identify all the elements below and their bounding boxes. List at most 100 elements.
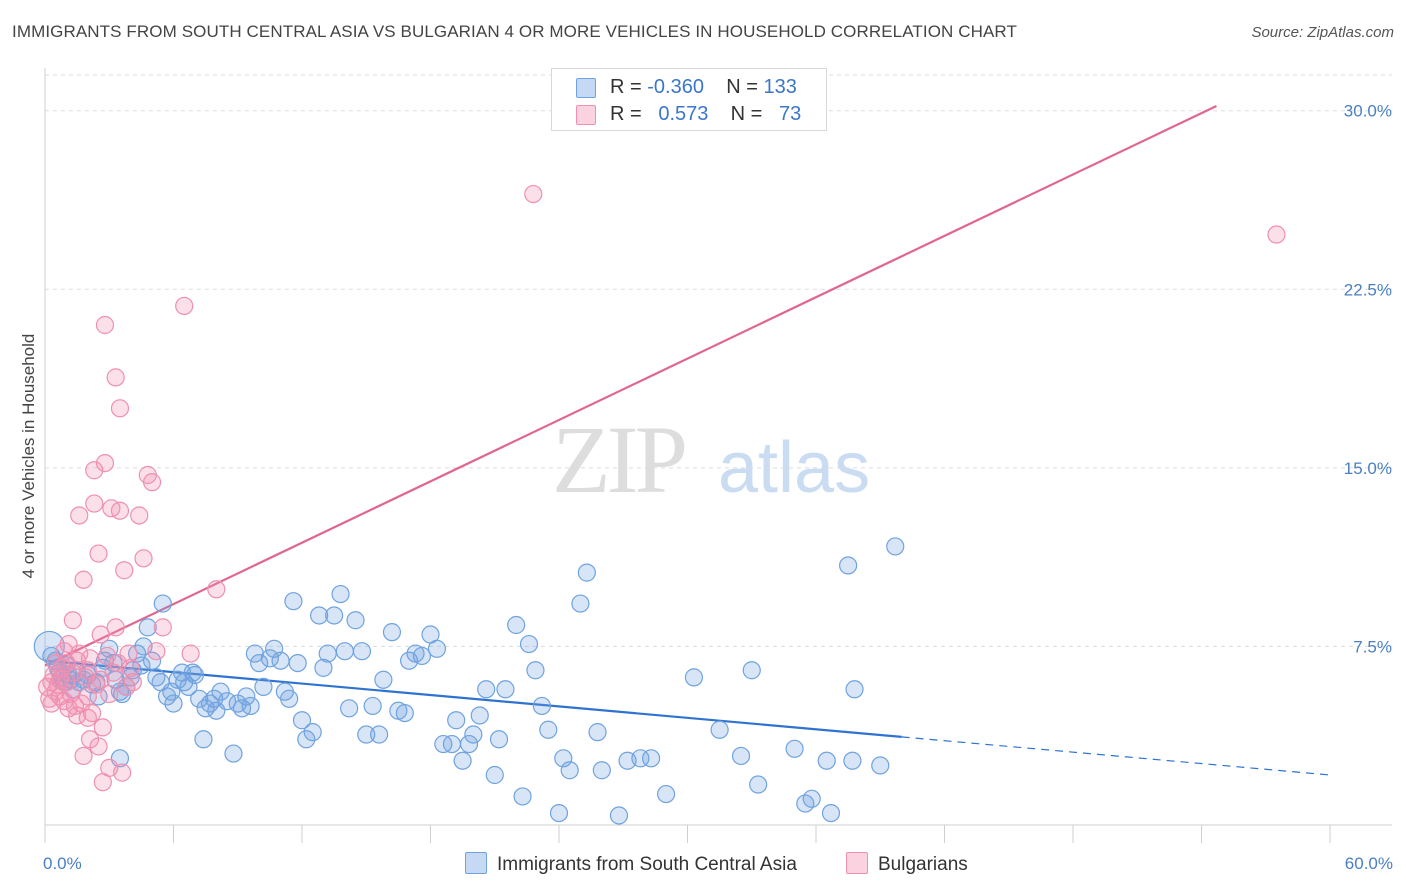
point-south-central-asia [288, 653, 307, 673]
point-bulgarians [100, 684, 119, 704]
point-south-central-asia [526, 661, 545, 680]
point-south-central-asia [340, 699, 359, 718]
point-south-central-asia [211, 682, 230, 701]
legend-swatch-pink [576, 105, 596, 125]
point-bulgarians [91, 625, 110, 644]
point-south-central-asia [843, 751, 862, 770]
y-tick-label: 7.5% [1353, 637, 1392, 656]
point-bulgarians [106, 618, 125, 637]
trend-lines [44, 104, 1331, 776]
point-south-central-asia [370, 725, 389, 744]
point-bulgarians [123, 673, 142, 692]
data-points [33, 184, 1286, 825]
x-tick-label: 60.0% [1345, 854, 1393, 873]
point-south-central-asia [164, 694, 183, 713]
point-south-central-asia [549, 803, 569, 823]
legend-r-label: R = [610, 76, 642, 98]
point-bulgarians [147, 642, 166, 661]
legend-n-label: N = [730, 103, 763, 125]
point-bulgarians [76, 668, 95, 687]
point-south-central-asia [138, 618, 157, 637]
point-south-central-asia [802, 789, 821, 808]
legend-n-label: N = [726, 76, 758, 98]
point-bulgarians [142, 473, 162, 492]
point-bulgarians [85, 461, 104, 480]
point-south-central-asia [710, 720, 729, 739]
point-south-central-asia [237, 687, 256, 706]
point-south-central-asia [464, 725, 483, 744]
point-bulgarians [112, 763, 132, 782]
point-south-central-asia [271, 651, 290, 670]
y-axis-label: 4 or more Vehicles in Household [19, 334, 38, 579]
point-bulgarians [95, 315, 115, 335]
point-south-central-asia [250, 653, 269, 673]
bottom-legend-label: Immigrants from South Central Asia [497, 854, 797, 875]
point-south-central-asia [382, 623, 402, 642]
bottom-legend-swatch-pink [846, 852, 868, 874]
point-bulgarians [153, 618, 172, 637]
point-south-central-asia [871, 756, 890, 775]
point-bulgarians [98, 646, 117, 666]
point-south-central-asia [817, 751, 836, 770]
point-bulgarians [181, 644, 200, 663]
point-bulgarians [63, 611, 82, 630]
point-bulgarians [106, 368, 125, 387]
point-south-central-asia [785, 739, 804, 758]
point-bulgarians [121, 658, 140, 677]
trend-line-south-central-asia [44, 659, 902, 739]
point-south-central-asia [641, 749, 661, 768]
point-south-central-asia [470, 706, 489, 725]
point-bulgarians [78, 661, 97, 680]
y-tick-label: 15.0% [1344, 459, 1392, 478]
point-south-central-asia [297, 730, 316, 749]
point-south-central-asia [731, 746, 751, 766]
point-south-central-asia [489, 730, 509, 749]
point-bulgarians [85, 494, 104, 513]
point-south-central-asia [190, 689, 209, 708]
y-tick-label: 22.5% [1344, 280, 1392, 299]
trend-line-extension [901, 736, 1331, 776]
legend-n-value: 73 [779, 103, 802, 125]
point-bulgarians [134, 549, 153, 568]
point-bulgarians [74, 570, 93, 589]
tick-labels: 7.5% 15.0% 22.5% 30.0% 0.0% 60.0% [43, 102, 1393, 873]
point-bulgarians [119, 644, 138, 663]
point-south-central-asia [742, 661, 761, 680]
point-south-central-asia [346, 611, 365, 630]
point-bulgarians [110, 501, 130, 520]
point-south-central-asia [485, 765, 504, 785]
point-south-central-asia [560, 761, 579, 780]
bottom-legend-swatch-blue [465, 852, 487, 874]
point-south-central-asia [260, 649, 279, 668]
point-south-central-asia [684, 668, 704, 687]
point-south-central-asia [224, 744, 243, 763]
point-south-central-asia [335, 642, 354, 661]
watermark: ZIP atlas [552, 406, 870, 513]
point-south-central-asia [845, 680, 864, 699]
legend: R = -0.360 N = 133 R = 0.573 N = 73 [551, 68, 827, 131]
point-south-central-asia [519, 634, 539, 654]
point-south-central-asia [331, 584, 350, 604]
point-south-central-asia [194, 730, 213, 749]
bottom-legend-item-pink: Bulgarians [846, 852, 968, 876]
point-bulgarians [207, 580, 226, 599]
point-south-central-asia [532, 696, 551, 716]
point-south-central-asia [886, 537, 905, 556]
point-south-central-asia [442, 734, 462, 754]
point-south-central-asia [588, 723, 607, 742]
point-bulgarians [110, 399, 130, 418]
point-bulgarians [70, 644, 89, 663]
point-bulgarians [1267, 225, 1286, 244]
point-south-central-asia [839, 556, 858, 575]
point-south-central-asia [539, 720, 558, 739]
point-south-central-asia [374, 670, 393, 689]
point-bulgarians [68, 706, 87, 725]
point-south-central-asia [314, 658, 333, 677]
point-bulgarians [89, 737, 108, 756]
point-south-central-asia [280, 689, 299, 708]
point-south-central-asia [153, 594, 172, 613]
point-south-central-asia [254, 677, 273, 697]
point-south-central-asia [609, 806, 629, 825]
y-tick-label: 30.0% [1344, 102, 1392, 121]
point-south-central-asia [310, 606, 329, 625]
